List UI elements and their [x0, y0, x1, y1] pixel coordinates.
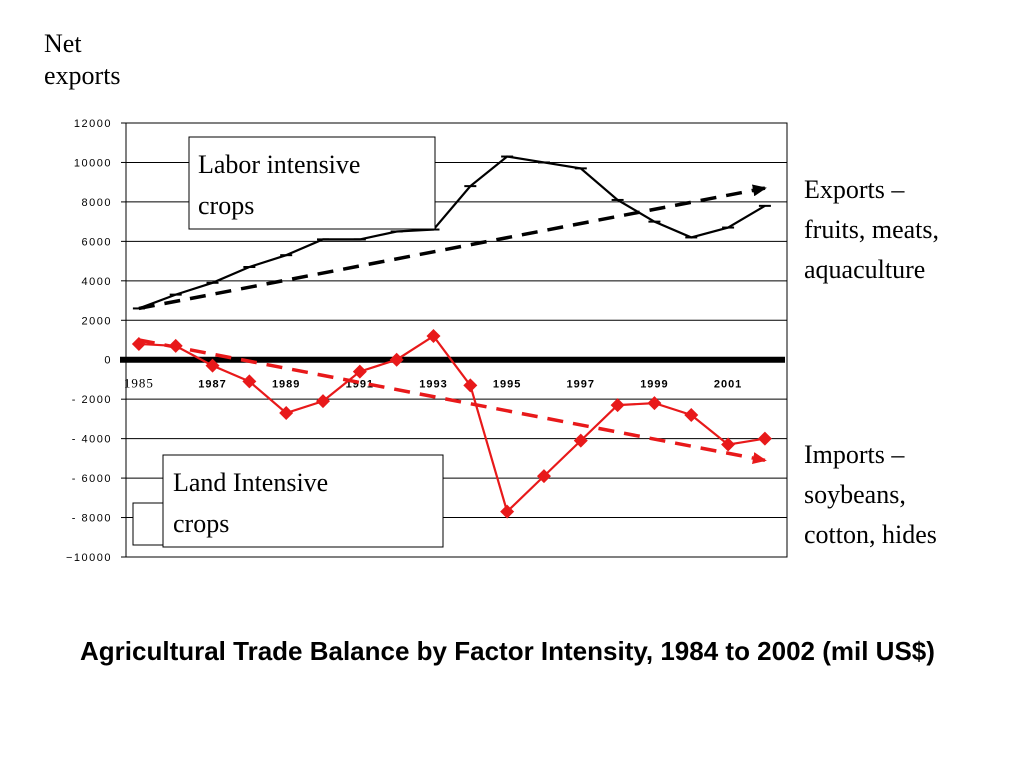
- land-data-point: [573, 433, 588, 448]
- land-data-point: [389, 352, 404, 367]
- land-data-point: [647, 396, 662, 411]
- y-axis-label: Net exports: [44, 28, 121, 92]
- labor-series-line: [138, 155, 766, 310]
- land-data-point: [684, 407, 699, 422]
- y-tick-label: 0: [104, 355, 112, 367]
- x-tick-label: 1995: [493, 379, 521, 391]
- land-data-point: [757, 431, 772, 446]
- land-data-point: [352, 364, 367, 379]
- land-data-point: [463, 378, 478, 393]
- y-tick-label: - 6000: [72, 473, 112, 485]
- land-trend-line: [138, 338, 767, 464]
- land-data-point: [721, 437, 736, 452]
- land-data-point: [168, 338, 183, 353]
- land-intensive-box: [162, 454, 444, 548]
- y-tick-labels: 12000 10000 8000 6000 4000 2000 0 - 2000 - 4000 -…: [66, 118, 112, 564]
- land-series-line: [138, 334, 766, 514]
- labor-box-line-1: Labor intensive: [198, 150, 360, 179]
- trade-balance-chart: 12000 10000 8000 6000 4000 2000 0 - 2000 - 4000 -…: [66, 118, 788, 564]
- y-tick-label: - 2000: [72, 394, 112, 406]
- land-data-point: [205, 358, 220, 373]
- y-tick-label: - 4000: [72, 434, 112, 446]
- data-series: [131, 155, 772, 519]
- x-tick-labels: 1985 1987 1989 1991 1993 1995 1997 1999 2001: [124, 376, 742, 391]
- y-tick-label: - 8000: [72, 513, 112, 525]
- land-box-line-1: Land Intensive: [173, 468, 328, 497]
- land-data-point: [610, 398, 625, 413]
- imports-note: Imports – soybeans, cotton, hides: [804, 435, 937, 555]
- x-tick-label: 1985: [124, 376, 154, 391]
- labor-trend-line: [138, 184, 767, 311]
- land-data-point: [536, 469, 551, 484]
- trend-lines: [138, 184, 767, 464]
- imports-note-line-1: Imports –: [804, 440, 905, 469]
- land-data-point: [426, 329, 441, 344]
- imports-note-line-2: soybeans,: [804, 480, 906, 509]
- x-tick-label: 1987: [198, 379, 226, 391]
- labor-intensive-box: [188, 136, 436, 230]
- exports-note-line-3: aquaculture: [804, 255, 926, 284]
- x-tick-label: 1989: [272, 379, 300, 391]
- y-tick-label: 6000: [82, 236, 112, 248]
- exports-note-line-1: Exports –: [804, 175, 905, 204]
- land-data-point: [131, 336, 146, 351]
- exports-note: Exports – fruits, meats, aquaculture: [804, 170, 939, 290]
- y-axis-label-line-1: Net: [44, 29, 82, 58]
- y-tick-label: 2000: [82, 315, 112, 327]
- imports-note-line-3: cotton, hides: [804, 520, 937, 549]
- x-tick-label: 1993: [419, 379, 447, 391]
- y-tick-label: 12000: [74, 118, 112, 130]
- labor-box-line-2: crops: [198, 191, 254, 220]
- y-tick-label: −10000: [66, 552, 112, 564]
- chart-caption: Agricultural Trade Balance by Factor Int…: [80, 636, 935, 666]
- land-box-line-2: crops: [173, 509, 229, 538]
- x-tick-label: 2001: [714, 379, 742, 391]
- y-tick-label: 8000: [82, 197, 112, 209]
- x-tick-label: 1999: [640, 379, 668, 391]
- y-tick-label: 10000: [74, 157, 112, 169]
- land-data-point: [500, 504, 515, 519]
- y-tick-label: 4000: [82, 276, 112, 288]
- land-data-point: [242, 374, 257, 389]
- land-data-point: [316, 394, 331, 409]
- y-axis-label-line-2: exports: [44, 61, 121, 90]
- x-tick-label: 1997: [567, 379, 595, 391]
- exports-note-line-2: fruits, meats,: [804, 215, 940, 244]
- land-data-point: [279, 405, 294, 420]
